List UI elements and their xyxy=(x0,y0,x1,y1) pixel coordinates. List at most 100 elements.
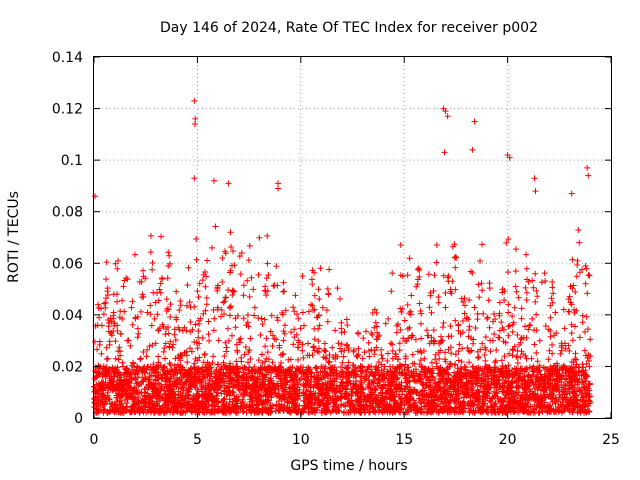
data-point xyxy=(142,369,149,376)
data-point xyxy=(586,272,593,279)
data-point xyxy=(245,348,252,355)
data-point xyxy=(198,369,205,376)
data-point xyxy=(270,283,277,290)
data-point xyxy=(419,381,426,388)
data-point xyxy=(477,257,484,264)
data-point xyxy=(170,341,177,348)
data-point xyxy=(403,337,410,344)
data-point xyxy=(259,402,266,409)
data-point xyxy=(568,330,575,337)
data-point xyxy=(173,381,180,388)
data-point xyxy=(462,302,469,309)
data-point xyxy=(163,325,170,332)
data-point xyxy=(271,335,278,342)
data-point xyxy=(529,277,536,284)
data-point xyxy=(243,409,250,416)
data-point xyxy=(205,331,212,338)
data-point xyxy=(116,344,123,351)
data-point xyxy=(486,285,493,292)
data-point xyxy=(492,359,499,366)
data-point xyxy=(562,376,569,383)
data-point xyxy=(112,355,119,362)
data-point xyxy=(509,347,516,354)
data-point xyxy=(360,335,367,342)
data-point xyxy=(171,326,178,333)
data-point xyxy=(510,319,517,326)
data-point xyxy=(91,338,98,345)
data-point xyxy=(95,301,102,308)
data-point xyxy=(586,398,593,405)
data-point xyxy=(266,390,273,397)
data-point xyxy=(262,343,269,350)
data-point xyxy=(259,359,266,366)
data-point xyxy=(181,324,188,331)
data-point xyxy=(511,365,518,372)
data-point xyxy=(230,384,237,391)
data-point xyxy=(200,310,207,317)
data-point xyxy=(248,274,255,281)
data-point xyxy=(433,360,440,367)
data-point xyxy=(295,339,302,346)
data-point xyxy=(414,281,421,288)
data-point xyxy=(516,373,523,380)
data-point xyxy=(118,400,125,407)
data-point xyxy=(396,347,403,354)
data-point xyxy=(441,383,448,390)
data-point xyxy=(583,360,590,367)
data-point xyxy=(565,296,572,303)
data-point xyxy=(401,386,408,393)
data-point xyxy=(334,353,341,360)
data-point xyxy=(436,340,443,347)
data-point xyxy=(476,294,483,301)
data-point xyxy=(530,284,537,291)
data-point xyxy=(145,404,152,411)
data-point xyxy=(542,278,549,285)
data-point xyxy=(315,349,322,356)
data-point xyxy=(210,327,217,334)
data-point xyxy=(505,269,512,276)
data-point xyxy=(549,341,556,348)
data-point xyxy=(509,313,516,320)
data-point xyxy=(299,309,306,316)
data-point xyxy=(325,359,332,366)
data-point xyxy=(339,359,346,366)
data-point xyxy=(287,356,294,363)
data-point xyxy=(348,390,355,397)
data-point xyxy=(315,286,322,293)
data-point xyxy=(264,260,271,267)
data-point xyxy=(345,359,352,366)
data-point xyxy=(482,333,489,340)
data-point xyxy=(408,292,415,299)
data-point xyxy=(373,309,380,316)
data-point xyxy=(147,232,154,239)
data-point xyxy=(221,353,228,360)
data-point xyxy=(102,304,109,311)
data-point xyxy=(222,339,229,346)
data-point xyxy=(418,310,425,317)
data-point xyxy=(174,361,181,368)
data-point xyxy=(545,326,552,333)
data-point xyxy=(176,307,183,314)
data-point xyxy=(405,367,412,374)
data-point xyxy=(283,388,290,395)
data-point xyxy=(162,340,169,347)
data-point xyxy=(452,264,459,271)
data-point xyxy=(158,233,165,240)
data-point xyxy=(97,369,104,376)
data-point xyxy=(322,348,329,355)
data-point xyxy=(549,284,556,291)
data-point xyxy=(513,246,520,253)
data-point xyxy=(332,327,339,334)
data-point xyxy=(146,343,153,350)
data-point xyxy=(441,356,448,363)
data-point xyxy=(292,292,299,299)
data-point xyxy=(217,313,224,320)
data-point xyxy=(564,380,571,387)
data-point xyxy=(206,361,213,368)
data-point xyxy=(378,346,385,353)
data-point xyxy=(500,388,507,395)
data-point xyxy=(466,297,473,304)
data-point xyxy=(583,265,590,272)
data-point xyxy=(321,340,328,347)
data-point xyxy=(103,364,110,371)
